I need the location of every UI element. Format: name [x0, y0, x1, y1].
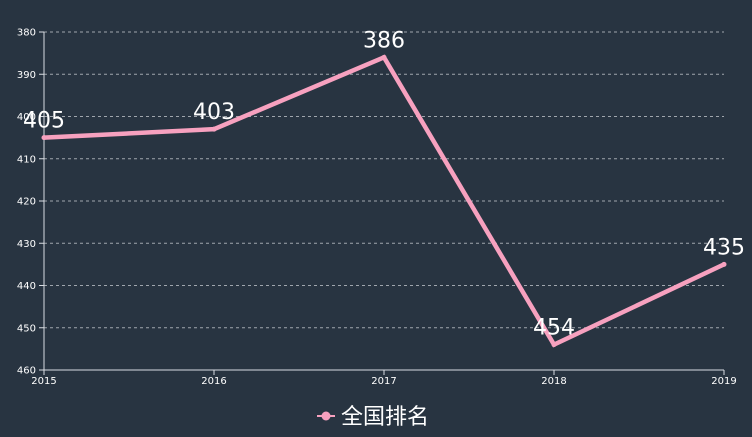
y-tick-label: 380 — [17, 28, 36, 39]
data-label: 435 — [703, 235, 745, 260]
legend-marker — [321, 411, 331, 421]
x-tick-label: 2015 — [31, 376, 56, 387]
x-tick-label: 2016 — [201, 376, 226, 387]
x-tick-label: 2018 — [541, 376, 566, 387]
data-label: 403 — [193, 100, 235, 125]
data-labels: 405 403 386 454 435 — [23, 28, 745, 340]
grid-lines — [44, 31, 724, 329]
y-tick-label: 430 — [17, 239, 36, 250]
x-tick-label: 2019 — [711, 376, 736, 387]
x-axis-ticks: 2015 2016 2017 2018 2019 — [31, 370, 737, 387]
x-tick-label: 2017 — [371, 376, 396, 387]
data-label: 405 — [23, 109, 65, 134]
y-tick-label: 420 — [17, 197, 36, 208]
data-point — [551, 342, 557, 348]
y-tick-label: 390 — [17, 70, 36, 81]
legend-label: 全国排名 — [341, 405, 429, 430]
y-tick-label: 460 — [17, 366, 36, 377]
y-tick-label: 440 — [17, 281, 36, 292]
data-point — [721, 261, 727, 267]
series-lines — [41, 54, 727, 348]
y-axis-ticks: 380 390 400 410 420 430 440 450 460 — [17, 28, 44, 377]
legend[interactable]: 全国排名 — [317, 405, 429, 430]
y-tick-label: 410 — [17, 154, 36, 165]
y-tick-label: 450 — [17, 323, 36, 334]
data-label: 386 — [363, 28, 405, 53]
data-point — [41, 135, 47, 141]
data-point — [381, 54, 387, 60]
y-tick-label: 400 — [17, 112, 36, 123]
data-label: 454 — [533, 316, 575, 341]
data-point — [211, 126, 217, 132]
